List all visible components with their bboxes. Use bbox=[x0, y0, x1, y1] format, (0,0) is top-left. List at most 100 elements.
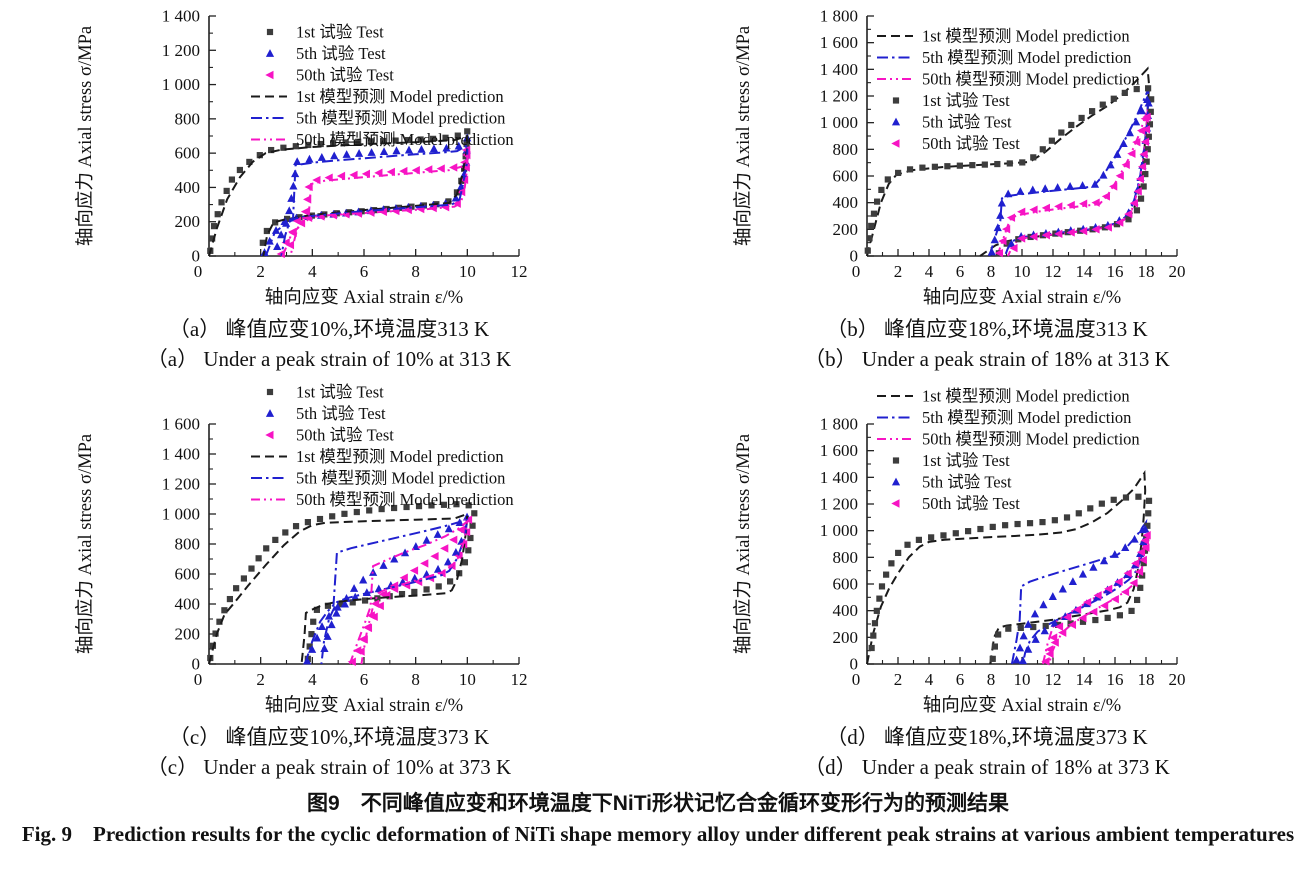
series-test50 bbox=[994, 112, 1151, 258]
subplot-b-caption-cn: （b） 峰值应变18%,环境温度313 K bbox=[826, 317, 1148, 341]
svg-text:1 200: 1 200 bbox=[162, 475, 200, 494]
axes: 0 200 400 600 800 1 000 1 200 1 400 2 4 6 8 10 12 0 轴向应… bbox=[75, 7, 528, 309]
series-model1 bbox=[208, 512, 469, 665]
svg-text:18: 18 bbox=[1138, 262, 1155, 281]
svg-text:600: 600 bbox=[833, 167, 859, 186]
svg-text:1 000: 1 000 bbox=[162, 505, 200, 524]
svg-text:1 000: 1 000 bbox=[162, 75, 200, 94]
svg-text:20: 20 bbox=[1169, 670, 1186, 689]
svg-text:1 600: 1 600 bbox=[162, 415, 200, 434]
svg-text:10: 10 bbox=[1014, 670, 1031, 689]
svg-text:10: 10 bbox=[459, 670, 476, 689]
svg-text:50th 模型预测 Model prediction: 50th 模型预测 Model prediction bbox=[296, 130, 514, 149]
x-axis-label: 轴向应变 Axial strain ε/% bbox=[265, 695, 463, 716]
svg-text:800: 800 bbox=[833, 548, 859, 567]
series-test50 bbox=[276, 145, 471, 259]
svg-text:1st 试验 Test: 1st 试验 Test bbox=[922, 91, 1010, 110]
svg-text:2: 2 bbox=[256, 670, 265, 689]
svg-text:12: 12 bbox=[1045, 670, 1062, 689]
y-axis-label: 轴向应力 Axial stress σ/MPa bbox=[733, 26, 754, 246]
svg-text:10: 10 bbox=[459, 262, 476, 281]
svg-text:12: 12 bbox=[511, 670, 528, 689]
svg-text:2: 2 bbox=[894, 670, 903, 689]
subplot-a-caption-cn: （a） 峰值应变10%,环境温度313 K bbox=[168, 317, 490, 341]
svg-text:200: 200 bbox=[175, 212, 201, 231]
svg-text:12: 12 bbox=[511, 262, 528, 281]
svg-text:1st 试验 Test: 1st 试验 Test bbox=[922, 451, 1010, 470]
x-axis-label: 轴向应变 Axial strain ε/% bbox=[265, 287, 463, 308]
svg-text:1st 试验 Test: 1st 试验 Test bbox=[296, 23, 384, 42]
legend: 1st 模型预测 Model prediction 5th 模型预测 Model … bbox=[877, 27, 1140, 153]
svg-text:50th 模型预测 Model prediction: 50th 模型预测 Model prediction bbox=[922, 430, 1140, 449]
svg-text:5th 模型预测 Model prediction: 5th 模型预测 Model prediction bbox=[296, 469, 505, 488]
svg-text:1 400: 1 400 bbox=[162, 445, 200, 464]
svg-text:1 400: 1 400 bbox=[162, 7, 200, 26]
svg-text:400: 400 bbox=[175, 595, 201, 614]
subplot-d-caption-en: （d） Under a peak strain of 18% at 373 K bbox=[804, 755, 1170, 779]
svg-text:1st 模型预测 Model prediction: 1st 模型预测 Model prediction bbox=[922, 27, 1130, 46]
subplot-d: 0 200 400 600 800 1 000 1 200 1 400 1 600 1 800 2 4… bbox=[658, 374, 1316, 782]
svg-text:2: 2 bbox=[256, 262, 265, 281]
svg-text:1 000: 1 000 bbox=[820, 113, 858, 132]
svg-text:200: 200 bbox=[833, 220, 859, 239]
subplot-d-caption-cn: （d） 峰值应变18%,环境温度373 K bbox=[826, 725, 1148, 749]
subplot-a-caption-en: （a） Under a peak strain of 10% at 313 K bbox=[146, 347, 512, 371]
svg-text:1 200: 1 200 bbox=[820, 87, 858, 106]
svg-text:5th 试验 Test: 5th 试验 Test bbox=[296, 404, 386, 423]
svg-text:1 800: 1 800 bbox=[820, 7, 858, 26]
svg-text:1st 模型预测 Model prediction: 1st 模型预测 Model prediction bbox=[922, 387, 1130, 406]
svg-text:1st 模型预测 Model prediction: 1st 模型预测 Model prediction bbox=[296, 87, 504, 106]
svg-text:5th 模型预测 Model prediction: 5th 模型预测 Model prediction bbox=[922, 408, 1131, 427]
svg-text:5th 试验 Test: 5th 试验 Test bbox=[922, 113, 1012, 132]
svg-text:1 600: 1 600 bbox=[820, 33, 858, 52]
svg-text:1 800: 1 800 bbox=[820, 415, 858, 434]
subplot-b-caption-en: （b） Under a peak strain of 18% at 313 K bbox=[804, 347, 1170, 371]
figure-caption-chinese: 图9 不同峰值应变和环境温度下NiTi形状记忆合金循环变形行为的预测结果 bbox=[307, 792, 1009, 815]
series-model50 bbox=[281, 152, 469, 257]
subplot-c-caption-en: （c） Under a peak strain of 10% at 373 K bbox=[146, 755, 512, 779]
x-axis-label: 轴向应变 Axial strain ε/% bbox=[923, 695, 1121, 716]
chart-c-svg: 0 200 400 600 800 1 000 1 200 1 400 1 600 2 4 6 8 10 1… bbox=[75, 383, 528, 717]
svg-text:4: 4 bbox=[925, 670, 934, 689]
svg-text:4: 4 bbox=[308, 262, 317, 281]
svg-text:200: 200 bbox=[833, 628, 859, 647]
svg-text:1 400: 1 400 bbox=[820, 468, 858, 487]
svg-text:6: 6 bbox=[360, 670, 369, 689]
svg-text:0: 0 bbox=[852, 262, 861, 281]
y-axis-label: 轴向应力 Axial stress σ/MPa bbox=[733, 434, 754, 654]
svg-text:1 000: 1 000 bbox=[820, 521, 858, 540]
svg-text:1 200: 1 200 bbox=[820, 495, 858, 514]
svg-text:1st 模型预测 Model prediction: 1st 模型预测 Model prediction bbox=[296, 447, 504, 466]
svg-text:10: 10 bbox=[1014, 262, 1031, 281]
svg-text:600: 600 bbox=[175, 144, 201, 163]
svg-text:0: 0 bbox=[850, 247, 859, 266]
series-test1 bbox=[868, 493, 1153, 662]
subplot-c: 0 200 400 600 800 1 000 1 200 1 400 1 600 2 4 6 8 10 1… bbox=[0, 374, 658, 782]
y-axis-label: 轴向应力 Axial stress σ/MPa bbox=[75, 26, 96, 246]
svg-text:0: 0 bbox=[852, 670, 861, 689]
svg-text:12: 12 bbox=[1045, 262, 1062, 281]
series-model1 bbox=[208, 134, 469, 257]
svg-text:50th 试验 Test: 50th 试验 Test bbox=[922, 494, 1020, 513]
svg-text:400: 400 bbox=[833, 601, 859, 620]
svg-text:1st 试验 Test: 1st 试验 Test bbox=[296, 383, 384, 402]
svg-text:0: 0 bbox=[194, 262, 203, 281]
figure-caption-english: Fig. 9 Prediction results for the cyclic… bbox=[21, 822, 1295, 846]
figure-caption: 图9 不同峰值应变和环境温度下NiTi形状记忆合金循环变形行为的预测结果 Fig… bbox=[0, 788, 1316, 850]
svg-text:6: 6 bbox=[956, 262, 965, 281]
svg-text:8: 8 bbox=[411, 670, 420, 689]
svg-text:6: 6 bbox=[360, 262, 369, 281]
legend: 1st 试验 Test 5th 试验 Test 50th 试验 Test 1st 模型… bbox=[251, 383, 514, 509]
axes: 0 200 400 600 800 1 000 1 200 1 400 1 600 2 4 6 8 10 1… bbox=[75, 415, 528, 717]
svg-text:600: 600 bbox=[833, 575, 859, 594]
svg-text:14: 14 bbox=[1076, 262, 1094, 281]
svg-text:50th 试验 Test: 50th 试验 Test bbox=[296, 426, 394, 445]
svg-text:50th 试验 Test: 50th 试验 Test bbox=[922, 134, 1020, 153]
y-axis-label: 轴向应力 Axial stress σ/MPa bbox=[75, 434, 96, 654]
svg-text:4: 4 bbox=[925, 262, 934, 281]
